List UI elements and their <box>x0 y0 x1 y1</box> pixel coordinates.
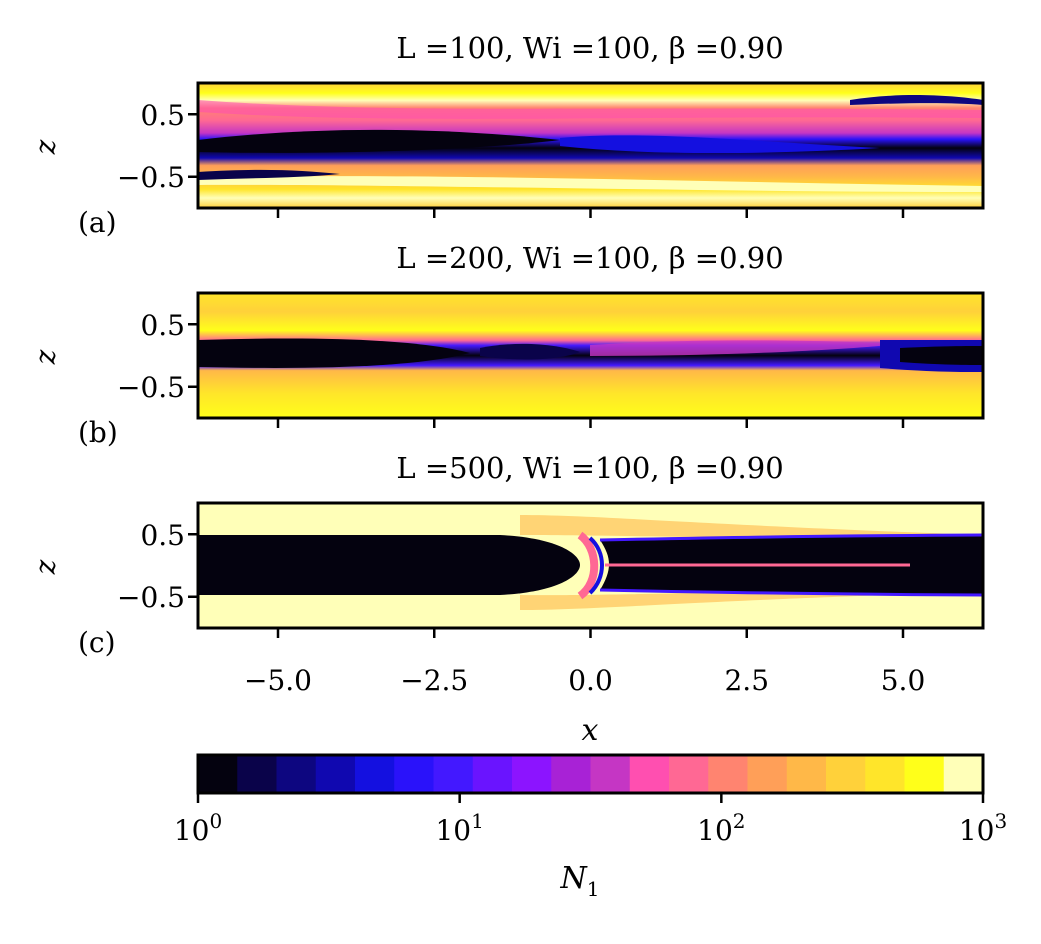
panel-b-ytick-1: 0.5 <box>140 309 185 342</box>
colorbar-swatch <box>629 755 670 793</box>
panel-c-purple-edge-top <box>599 533 983 542</box>
panel-b-ytick-2: −0.5 <box>117 371 185 404</box>
colorbar-swatch <box>315 755 356 793</box>
panel-a-heatmap <box>198 83 983 208</box>
colorbar-tick-label: 102 <box>697 809 745 847</box>
panel-b-dark-spot <box>480 343 580 360</box>
panel-a-ticks <box>188 113 905 218</box>
panel-c-purple-edge-bottom <box>599 588 983 597</box>
panel-c-xtick-labels: −5.0 −2.5 0.0 2.5 5.0 <box>244 664 925 697</box>
x-tick-label: −2.5 <box>400 664 468 697</box>
panel-b-purple-band <box>590 340 900 356</box>
panel-b-ticks <box>188 323 905 428</box>
panel-a-title: L =100, Wi =100, β =0.90 <box>396 31 783 65</box>
colorbar-swatch <box>551 755 592 793</box>
colorbar-swatch <box>786 755 827 793</box>
colorbar-swatch <box>669 755 709 793</box>
panel-c-ticks <box>188 533 905 638</box>
colorbar-swatches <box>198 755 984 793</box>
panel-a-dark-lower <box>198 169 340 180</box>
panel-c-title: L =500, Wi =100, β =0.90 <box>396 451 783 485</box>
panel-b-title: L =200, Wi =100, β =0.90 <box>396 241 783 275</box>
panel-a-ylabel: z <box>29 139 62 155</box>
panel-c-arc-dark <box>588 536 604 595</box>
colorbar-swatch <box>355 755 395 793</box>
colorbar-swatch <box>198 755 238 793</box>
colorbar-swatch <box>394 755 435 793</box>
colorbar-swatch <box>590 755 631 793</box>
panel-c-orange-fringe-top <box>520 515 983 540</box>
panel-a-lower-streak <box>198 176 983 192</box>
panel-c-ytick-1: 0.5 <box>140 519 185 552</box>
colorbar-swatch <box>826 755 866 793</box>
panel-c-black-left <box>198 535 580 595</box>
colorbar-swatch <box>943 755 984 793</box>
panel-c-ytick-2: −0.5 <box>117 581 185 614</box>
panel-a-pink-streak <box>198 100 983 119</box>
panel-a: 0.5 −0.5 z (a) <box>29 81 985 239</box>
colorbar-tick-label: 101 <box>435 809 483 847</box>
colorbar-tick-label: 100 <box>174 809 222 847</box>
panel-b-heatmap <box>198 293 983 418</box>
colorbar-swatch <box>708 755 749 793</box>
panel-b-label: (b) <box>78 416 118 449</box>
panel-c-arc-pink <box>577 531 599 600</box>
colorbar-swatch <box>865 755 906 793</box>
panel-a-ytick-2: −0.5 <box>117 161 185 194</box>
colorbar-label: N1 <box>560 861 600 901</box>
colorbar-swatch <box>237 755 278 793</box>
panel-b: 0.5 −0.5 z (b) <box>29 291 985 449</box>
colorbar-swatch <box>904 755 945 793</box>
colorbar-frame <box>196 753 985 795</box>
panel-c-label: (c) <box>78 626 116 659</box>
panel-b-black-right <box>900 346 983 365</box>
panel-a-blue-streak <box>560 135 880 154</box>
panel-a-label: (a) <box>78 206 117 239</box>
colorbar-swatch <box>433 755 474 793</box>
x-tick-label: 0.0 <box>568 664 613 697</box>
colorbar-swatch <box>276 755 317 793</box>
panel-b-dark-core <box>198 338 470 368</box>
colorbar-swatch <box>747 755 788 793</box>
panel-a-ytick-1: 0.5 <box>140 99 185 132</box>
colorbar-tick-label: 103 <box>959 809 1007 847</box>
panel-a-dark-upper-right <box>850 95 983 105</box>
panel-b-ylabel: z <box>29 349 62 365</box>
x-tick-label: 2.5 <box>724 664 769 697</box>
panel-c: 0.5 −0.5 z (c) −5.0 −2.5 0.0 2.5 5.0 x <box>29 501 985 748</box>
panel-c-xlabel: x <box>582 713 599 748</box>
panel-c-heatmap <box>198 503 983 628</box>
colorbar-ticks: 100 101 102 103 <box>174 793 1007 847</box>
colorbar: 100 101 102 103 N1 <box>174 753 1007 901</box>
colorbar-swatch <box>512 755 552 793</box>
panel-a-dark-core <box>198 129 560 153</box>
colorbar-swatch <box>472 755 513 793</box>
panel-c-ylabel: z <box>29 559 62 575</box>
x-tick-label: −5.0 <box>244 664 312 697</box>
x-tick-label: 5.0 <box>881 664 926 697</box>
